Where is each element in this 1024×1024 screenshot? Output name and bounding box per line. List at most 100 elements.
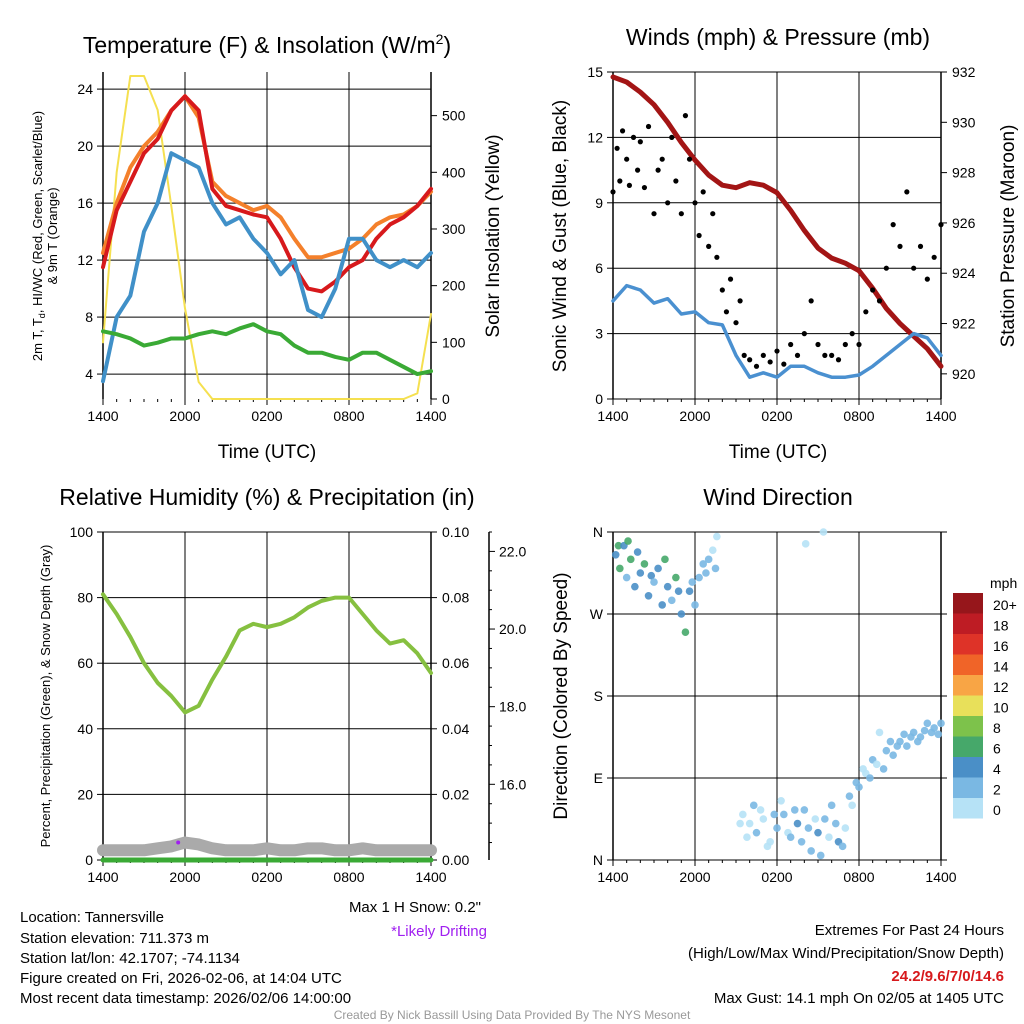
y-tick-label: 40 <box>77 721 93 737</box>
x-tick-label: 1400 <box>87 408 118 424</box>
legend-swatch <box>953 654 983 675</box>
wind-direction-point <box>793 819 802 828</box>
legend-swatch <box>953 777 983 798</box>
y-tick-label: 15 <box>587 64 603 80</box>
y2-tick-label: 100 <box>442 334 466 350</box>
wind-direction-point <box>622 573 631 582</box>
y-tick-label: 20 <box>77 786 93 802</box>
y2-tick-label: 920 <box>952 366 976 382</box>
wind-direction-point <box>909 728 918 737</box>
gust-point <box>719 287 725 293</box>
wind-direction-point <box>766 837 774 846</box>
wind-direction-point <box>661 555 669 564</box>
y-tick-label: S <box>594 688 603 704</box>
temperature-y-axis-label: 2m T, Td, HI/WC (Red, Green, Scarlet/Blu… <box>30 111 47 361</box>
wind-direction-point <box>800 806 809 814</box>
gust-point <box>637 139 643 145</box>
gust-point <box>617 178 623 184</box>
y-tick-label: N <box>593 852 603 868</box>
winds-panel-title: Winds (mph) & Pressure (mb) <box>626 24 930 50</box>
gust-point <box>651 211 657 217</box>
snow-depth-tick-label: 22.0 <box>499 543 526 559</box>
temperature-panel-title: Temperature (F) & Insolation (W/m2) <box>83 31 451 58</box>
x-tick-label: 0200 <box>761 408 792 424</box>
y-tick-label: 16 <box>77 195 93 211</box>
gust-point <box>883 265 889 271</box>
y2-tick-label: 0.08 <box>442 590 469 606</box>
solar-y-axis-label: Solar Insolation (Yellow) <box>483 134 504 337</box>
wind-direction-point <box>611 550 620 559</box>
gust-point <box>641 184 648 191</box>
wind-direction-point <box>736 819 744 828</box>
wind-direction-point <box>934 730 943 739</box>
y-tick-label: 8 <box>85 309 93 325</box>
gust-point <box>727 276 734 282</box>
gust-point <box>710 211 716 217</box>
speed-legend: mph 20+ 18 16 14 12 10 8 6 4 2 0 <box>953 575 1017 819</box>
gust-point <box>774 348 780 354</box>
legend-swatch <box>953 675 983 696</box>
y-tick-label: 0 <box>85 852 93 868</box>
wind-direction-point <box>674 587 683 596</box>
series-hi-wc <box>101 151 433 384</box>
gust-point <box>645 123 652 130</box>
y-tick-label: 60 <box>77 655 93 671</box>
wind-direction-point <box>663 582 672 591</box>
recent-data-text: Most recent data timestamp: 2026/02/06 1… <box>20 990 351 1007</box>
x-tick-label: 2000 <box>679 869 710 885</box>
gust-point <box>870 287 876 293</box>
wind-direction-point <box>708 546 717 555</box>
gust-point <box>614 145 620 151</box>
location-text: Location: Tannersville <box>20 909 164 926</box>
gust-point <box>890 222 896 228</box>
wind-direction-point <box>777 796 785 805</box>
wind-direction-point <box>855 783 863 791</box>
x-tick-label: 0800 <box>843 869 874 885</box>
legend-swatch <box>953 634 983 655</box>
gust-point <box>682 113 689 119</box>
wind-direction-point <box>882 746 891 755</box>
wind-direction-point <box>838 842 847 851</box>
gust-point <box>931 254 937 260</box>
y-tick-label: 3 <box>595 326 603 342</box>
gust-point <box>822 352 828 358</box>
gust-point <box>842 341 848 348</box>
wind-direction-point <box>756 806 765 814</box>
legend-label: 0 <box>993 802 1001 818</box>
drifting-point <box>176 840 181 845</box>
x-tick-label: 2000 <box>679 408 710 424</box>
wind-direction-point <box>879 765 888 773</box>
wind-direction-point <box>900 730 908 739</box>
x-tick-label: 2000 <box>169 869 200 885</box>
y2-tick-label: 922 <box>952 316 976 332</box>
humidity-y-axis-label: Percent, Precipitation (Green), & Snow D… <box>38 545 53 848</box>
legend-title: mph <box>990 575 1017 591</box>
wind-direction-point <box>786 833 795 842</box>
gust-point <box>686 156 693 162</box>
created-text: Figure created on Fri, 2026-02-06, at 14… <box>20 970 342 987</box>
y-tick-label: 12 <box>587 129 603 145</box>
snow-depth-tick-label: 18.0 <box>499 699 526 715</box>
wind-direction-point <box>681 628 690 637</box>
wind-direction-point <box>916 733 925 741</box>
series-solar-insolation <box>102 74 432 400</box>
wind-direction-point <box>616 564 624 573</box>
gust-point <box>737 298 743 304</box>
wind-direction-point <box>841 824 850 832</box>
gust-point <box>610 189 616 195</box>
y-tick-label: E <box>594 770 603 786</box>
gust-point <box>659 156 665 162</box>
legend-label: 8 <box>993 720 1001 736</box>
wind-direction-point <box>780 810 788 819</box>
wind-direction-point <box>702 569 710 577</box>
gust-point <box>714 254 720 260</box>
wind-direction-point <box>848 801 856 810</box>
pressure-line <box>610 74 944 369</box>
gust-point <box>747 357 753 363</box>
wind-direction-point <box>821 815 829 823</box>
max-snow-label: Max 1 H Snow: 0.2" <box>349 899 481 916</box>
legend-swatch <box>953 593 983 614</box>
y-tick-label: 12 <box>77 252 93 268</box>
wind-direction-point <box>866 774 874 782</box>
